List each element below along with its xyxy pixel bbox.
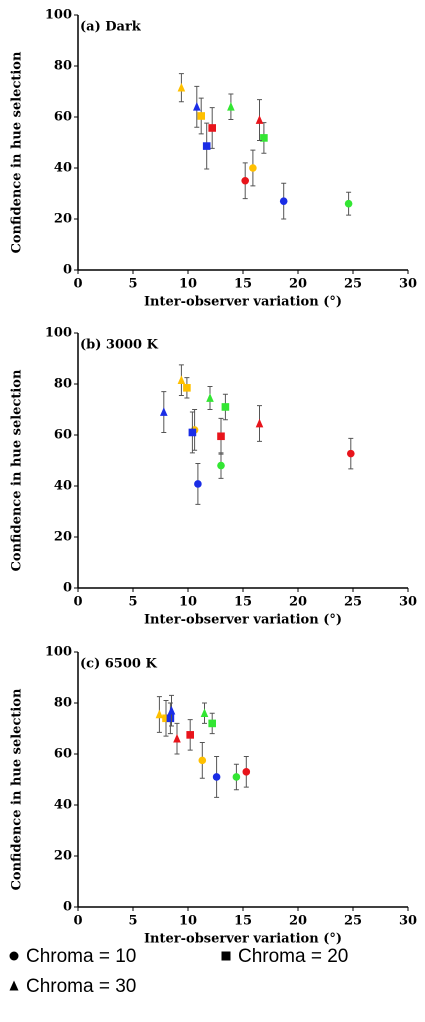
- point: [279, 197, 288, 205]
- y-axis-label: Confidence in hue selection: [10, 688, 25, 890]
- x-tick-label: 0: [73, 595, 82, 610]
- x-tick-label: 0: [73, 914, 82, 929]
- y-tick-label: 20: [54, 849, 72, 864]
- point: [217, 461, 225, 470]
- y-tick-label: 100: [45, 645, 72, 660]
- panel-title: (a) Dark: [80, 20, 142, 35]
- x-tick-label: 15: [234, 914, 252, 929]
- point: [249, 164, 257, 172]
- x-tick-label: 20: [289, 914, 307, 929]
- point: [347, 449, 355, 458]
- x-axis-label: Inter-observer variation (°): [144, 295, 342, 310]
- x-axis-label: Inter-observer variation (°): [144, 613, 342, 628]
- point: [217, 432, 225, 441]
- point: [202, 142, 211, 150]
- legend-marker: [221, 951, 231, 961]
- y-tick-label: 60: [54, 428, 72, 443]
- y-tick-label: 40: [54, 798, 72, 813]
- y-axis-label: Confidence in hue selection: [10, 51, 25, 253]
- y-tick-label: 20: [54, 212, 72, 227]
- legend-label: Chroma = 30: [26, 976, 136, 997]
- point: [241, 176, 249, 185]
- x-tick-label: 5: [128, 277, 137, 292]
- point: [177, 82, 186, 92]
- y-tick-label: 60: [54, 110, 72, 125]
- point: [232, 773, 241, 781]
- point: [183, 384, 191, 392]
- x-tick-label: 20: [289, 277, 307, 292]
- point: [167, 705, 176, 715]
- point: [255, 418, 264, 428]
- point: [242, 768, 251, 776]
- point: [255, 115, 264, 124]
- x-tick-label: 30: [399, 595, 417, 610]
- legend-marker: [9, 951, 19, 961]
- point: [344, 199, 353, 208]
- x-tick-label: 25: [344, 277, 362, 292]
- x-tick-label: 10: [179, 595, 197, 610]
- y-tick-label: 100: [45, 326, 72, 341]
- point: [198, 756, 207, 765]
- point: [212, 773, 221, 781]
- y-axis-label: Confidence in hue selection: [10, 369, 25, 571]
- point: [177, 375, 186, 384]
- y-tick-label: 40: [54, 479, 72, 494]
- y-tick-label: 80: [54, 696, 72, 711]
- y-tick-label: 40: [54, 161, 72, 176]
- y-tick-label: 0: [63, 581, 72, 596]
- x-tick-label: 30: [399, 277, 417, 292]
- y-tick-label: 100: [45, 8, 72, 23]
- y-tick-label: 80: [54, 59, 72, 74]
- x-tick-label: 15: [234, 595, 252, 610]
- x-tick-label: 10: [179, 914, 197, 929]
- x-tick-label: 25: [344, 914, 362, 929]
- y-tick-label: 60: [54, 747, 72, 762]
- x-tick-label: 20: [289, 595, 307, 610]
- panel-title: (b) 3000 K: [80, 338, 159, 353]
- point: [197, 112, 205, 120]
- point: [208, 124, 216, 132]
- legend-label: Chroma = 20: [238, 946, 348, 967]
- point: [166, 714, 175, 723]
- x-tick-label: 5: [128, 595, 137, 610]
- x-tick-label: 0: [73, 277, 82, 292]
- point: [162, 714, 170, 723]
- point: [188, 428, 197, 437]
- point: [260, 134, 268, 142]
- x-tick-label: 15: [234, 277, 252, 292]
- legend-label: Chroma = 10: [26, 946, 136, 967]
- point: [200, 708, 209, 717]
- point: [186, 731, 194, 739]
- point: [227, 102, 235, 111]
- point: [206, 393, 214, 402]
- legend-marker: [9, 980, 19, 991]
- x-tick-label: 5: [128, 914, 137, 929]
- x-tick-label: 10: [179, 277, 197, 292]
- point: [173, 733, 181, 743]
- y-tick-label: 0: [63, 900, 72, 915]
- x-axis-label: Inter-observer variation (°): [144, 932, 342, 947]
- x-tick-label: 30: [399, 914, 417, 929]
- y-tick-label: 20: [54, 530, 72, 545]
- point: [194, 480, 202, 488]
- point: [160, 407, 168, 416]
- y-tick-label: 0: [63, 263, 72, 278]
- point: [155, 709, 164, 719]
- panel-title: (c) 6500 K: [80, 657, 157, 672]
- point: [208, 719, 216, 728]
- y-tick-label: 80: [54, 377, 72, 392]
- x-tick-label: 25: [344, 595, 362, 610]
- point: [193, 102, 201, 111]
- point: [221, 403, 230, 411]
